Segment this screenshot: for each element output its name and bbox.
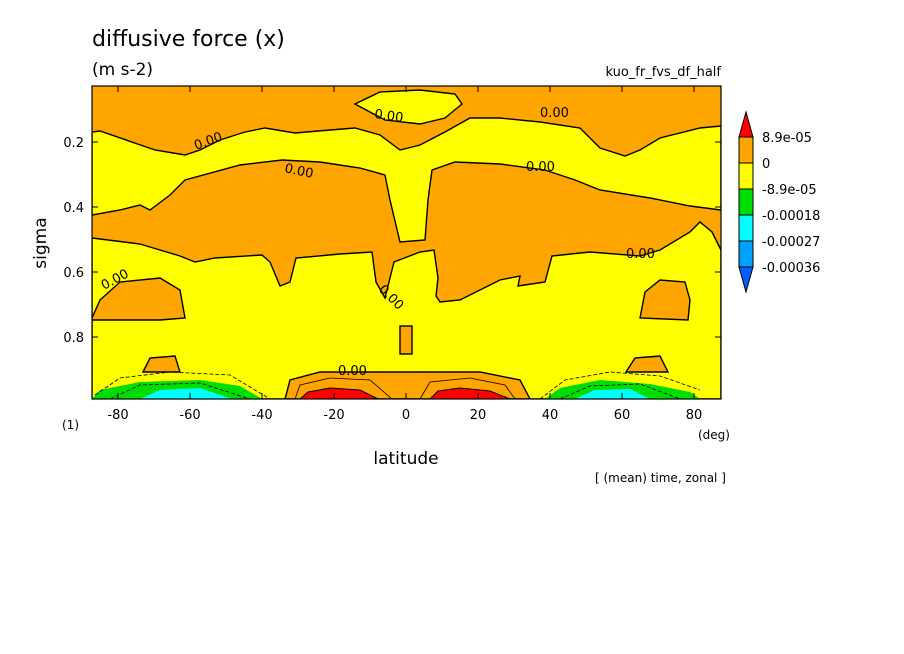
- run-label: kuo_fr_fvs_df_half: [605, 65, 721, 80]
- colorbar-swatch: [738, 214, 754, 242]
- island-right: [639, 279, 691, 321]
- contour-label: 0.00: [338, 364, 367, 379]
- x-tick-label: -80: [107, 408, 128, 423]
- x-tick-label: 0: [402, 408, 410, 423]
- contour-label: 0.00: [283, 161, 314, 182]
- colorbar-swatch: [738, 188, 754, 216]
- x-axis: [117, 86, 695, 399]
- contour-label: 0.00: [540, 106, 569, 121]
- island-center: [399, 325, 413, 355]
- plot-area: [92, 86, 721, 399]
- x-tick-label: 20: [470, 408, 487, 423]
- x-tick-label: 60: [614, 408, 631, 423]
- panel-label: (1): [62, 418, 79, 432]
- x-tick-label: -20: [323, 408, 344, 423]
- colorbar-label: -0.00036: [762, 261, 820, 276]
- colorbar-swatch: [738, 162, 754, 190]
- footer-note: [ (mean) time, zonal ]: [595, 471, 726, 485]
- surface-lobe-cyan-right: [575, 389, 650, 399]
- island-left: [92, 277, 186, 321]
- contour-label: 0.00: [526, 160, 555, 175]
- colorbar-swatch: [738, 240, 754, 268]
- contour-label: 0.00: [373, 107, 404, 126]
- colorbar-bottom-arrow: [738, 266, 754, 294]
- contour-label: 0.00: [626, 247, 655, 262]
- y-tick-label: 0.2: [63, 136, 84, 151]
- y-tick-label: 0.4: [63, 201, 84, 216]
- colorbar-label: -8.9e-05: [762, 183, 817, 198]
- surface-red-lobe-right: [429, 387, 511, 399]
- y-tick-labels: 0.2 0.4 0.6 0.8: [63, 136, 84, 346]
- y-tick-label: 0.8: [63, 331, 84, 346]
- colorbar-label: 8.9e-05: [762, 131, 812, 146]
- colorbar: 8.9e-05 0 -8.9e-05 -0.00018 -0.00027 -0.…: [738, 110, 820, 294]
- colorbar-label: -0.00027: [762, 235, 820, 250]
- surface-red-lobe-left: [299, 387, 379, 399]
- x-tick-labels: -80 -60 -40 -20 0 20 40 60 80: [107, 408, 702, 423]
- colorbar-swatch: [738, 136, 754, 164]
- colorbar-label: -0.00018: [762, 209, 820, 224]
- surface-lobe-cyan-left: [140, 388, 232, 399]
- chart-title: diffusive force (x): [92, 27, 285, 52]
- x-unit-label: (deg): [698, 428, 730, 442]
- y-axis: [92, 141, 721, 338]
- chart-units: (m s-2): [92, 60, 153, 80]
- y-tick-label: 0.6: [63, 266, 84, 281]
- colorbar-top-arrow: [738, 110, 754, 138]
- x-axis-label: latitude: [373, 449, 438, 469]
- x-tick-label: 80: [686, 408, 703, 423]
- surface-dashed-contours: [94, 371, 701, 399]
- negative-region: [92, 117, 721, 243]
- x-tick-label: -40: [251, 408, 272, 423]
- x-tick-label: 40: [542, 408, 559, 423]
- x-tick-label: -60: [179, 408, 200, 423]
- top-island: [353, 89, 463, 125]
- surface-contours: [294, 377, 516, 399]
- y-axis-label: sigma: [31, 217, 51, 268]
- colorbar-label: 0: [762, 157, 770, 172]
- negative-region-lower: [92, 221, 721, 399]
